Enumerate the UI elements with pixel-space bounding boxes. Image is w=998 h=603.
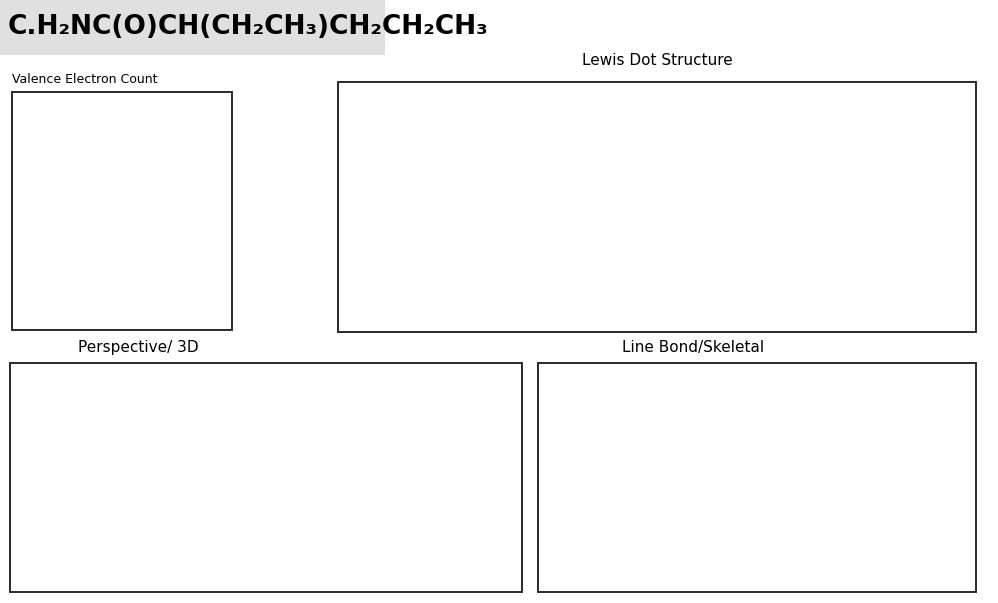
Text: Valence Electron Count: Valence Electron Count xyxy=(12,73,158,86)
Bar xyxy=(538,363,976,592)
Text: Lewis Dot Structure: Lewis Dot Structure xyxy=(582,53,733,68)
Bar xyxy=(12,92,232,330)
Bar xyxy=(338,82,976,332)
Bar xyxy=(10,363,522,592)
Text: C.H₂NC(O)CH(CH₂CH₃)CH₂CH₂CH₃: C.H₂NC(O)CH(CH₂CH₃)CH₂CH₂CH₃ xyxy=(8,14,489,40)
Text: Line Bond/Skeletal: Line Bond/Skeletal xyxy=(622,340,764,355)
Bar xyxy=(0,0,385,55)
Text: Perspective/ 3D: Perspective/ 3D xyxy=(78,340,199,355)
